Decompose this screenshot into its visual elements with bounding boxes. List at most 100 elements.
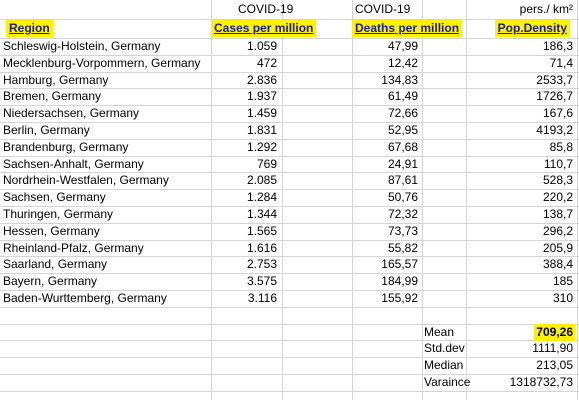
grid-line xyxy=(0,290,579,291)
grid-line xyxy=(0,239,579,241)
value-cell: 12,42 xyxy=(387,55,418,70)
stat-label: Varaince xyxy=(424,375,471,389)
region-cell: Hamburg, Germany xyxy=(3,72,109,87)
region-cell: Berlin, Germany xyxy=(3,123,90,137)
value-cell: 167,6 xyxy=(542,106,573,121)
grid-line xyxy=(0,357,579,359)
value-cell: 72,32 xyxy=(387,207,418,221)
region-cell: Bayern, Germany xyxy=(3,274,98,289)
grid-line xyxy=(0,256,579,258)
grid-line xyxy=(0,189,579,191)
grid-line xyxy=(0,122,579,123)
value-cell: 388,4 xyxy=(542,257,573,272)
grid-line xyxy=(577,0,578,400)
value-cell: 1726,7 xyxy=(536,89,573,104)
grid-line xyxy=(0,390,579,392)
stat-value: 1111,90 xyxy=(532,341,573,356)
value-cell: 528,3 xyxy=(542,173,573,188)
stat-label: Std.dev xyxy=(424,341,465,356)
column-header: Cases per million xyxy=(211,20,317,37)
value-cell: 55,82 xyxy=(387,240,418,255)
region-cell: Niedersachsen, Germany xyxy=(3,106,140,121)
value-cell: 50,76 xyxy=(387,190,418,205)
value-cell: 1.292 xyxy=(246,139,277,154)
grid-line xyxy=(0,38,579,39)
value-cell: 1.565 xyxy=(246,223,277,238)
region-cell: Mecklenburg-Vorpommern, Germany xyxy=(3,55,201,70)
value-cell: 2.753 xyxy=(246,257,277,272)
region-cell: Sachsen, Germany xyxy=(3,190,106,205)
grid-line xyxy=(0,71,579,73)
grid-line xyxy=(0,105,579,107)
region-cell: Thuringen, Germany xyxy=(3,207,114,221)
value-cell: 87,61 xyxy=(387,173,418,188)
stat-value: 213,05 xyxy=(536,358,573,373)
value-cell: 1.937 xyxy=(246,89,277,104)
value-cell: 67,68 xyxy=(387,139,418,154)
grid-line xyxy=(0,306,579,308)
grid-line xyxy=(0,340,579,342)
value-cell: 769 xyxy=(256,156,277,171)
grid-line xyxy=(0,374,579,375)
region-cell: Nordrhein-Westfalen, Germany xyxy=(3,173,169,188)
grid-line xyxy=(282,0,283,400)
stat-label: Median xyxy=(424,358,464,373)
region-cell: Hessen, Germany xyxy=(3,223,100,238)
value-cell: 85,8 xyxy=(549,139,573,154)
region-cell: Bremen, Germany xyxy=(3,89,102,104)
grid-line xyxy=(0,138,579,140)
value-cell: 186,3 xyxy=(542,39,573,53)
value-cell: 220,2 xyxy=(542,190,573,205)
value-cell: 185 xyxy=(552,274,573,289)
column-header: Region xyxy=(6,20,53,37)
value-cell: 2533,7 xyxy=(536,72,573,87)
value-cell: 205,9 xyxy=(542,240,573,255)
region-cell: Brandenburg, Germany xyxy=(3,139,129,154)
value-cell: 134,83 xyxy=(381,72,418,87)
value-cell: 73,73 xyxy=(387,223,418,238)
grid-line xyxy=(0,206,579,207)
value-cell: 61,49 xyxy=(387,89,418,104)
value-cell: 52,95 xyxy=(387,123,418,137)
value-cell: 310 xyxy=(552,291,573,305)
group-header: pers./ km² xyxy=(519,2,573,16)
grid-line xyxy=(0,54,579,56)
value-cell: 1.344 xyxy=(246,207,277,221)
column-header: Pop.Density xyxy=(494,20,570,37)
value-cell: 1.284 xyxy=(246,190,277,205)
grid-line xyxy=(352,0,353,400)
value-cell: 1.459 xyxy=(246,106,277,121)
grid-line xyxy=(422,0,423,400)
grid-line xyxy=(0,88,579,90)
grid-line xyxy=(0,323,579,325)
grid-line xyxy=(466,0,467,400)
group-header: COVID-19 xyxy=(238,2,294,16)
value-cell: 296,2 xyxy=(542,223,573,238)
value-cell: 1.616 xyxy=(246,240,277,255)
grid-line xyxy=(0,222,579,224)
region-cell: Rheinland-Pfalz, Germany xyxy=(3,240,144,255)
region-cell: Sachsen-Anhalt, Germany xyxy=(3,156,144,171)
stat-label: Mean xyxy=(424,324,455,339)
value-cell: 184,99 xyxy=(381,274,418,289)
grid-line xyxy=(0,273,579,275)
value-cell: 71,4 xyxy=(549,55,573,70)
grid-line xyxy=(211,0,212,400)
value-cell: 138,7 xyxy=(542,207,573,221)
grid-line xyxy=(0,172,579,174)
stat-value: 1318732,73 xyxy=(509,375,573,389)
grid-line xyxy=(0,19,579,20)
value-cell: 2.836 xyxy=(246,72,277,87)
grid-line xyxy=(0,155,579,157)
region-cell: Baden-Wurttemberg, Germany xyxy=(3,291,167,305)
value-cell: 24,91 xyxy=(387,156,418,171)
region-cell: Schleswig-Holstein, Germany xyxy=(3,39,161,53)
value-cell: 472 xyxy=(256,55,277,70)
value-cell: 165,57 xyxy=(381,257,418,272)
group-header: COVID-19 xyxy=(355,2,411,16)
value-cell: 1.831 xyxy=(246,123,277,137)
value-cell: 110,7 xyxy=(543,156,573,171)
value-cell: 72,66 xyxy=(387,106,418,121)
value-cell: 4193,2 xyxy=(536,123,573,137)
